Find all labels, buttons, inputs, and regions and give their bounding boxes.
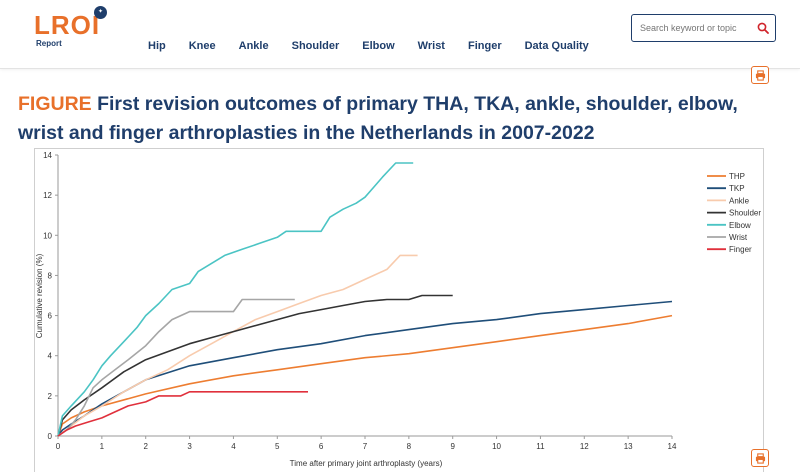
search-icon[interactable] [757,22,769,34]
series-line-wrist [57,298,295,437]
print-icon [755,452,765,464]
logo-badge-icon: ✦ [94,6,107,19]
figure-title-text: First revision outcomes of primary THA, … [18,93,738,144]
y-tick-label: 12 [43,191,52,200]
x-tick-label: 2 [143,442,148,451]
legend-label-elbow: Elbow [729,221,751,230]
search-box [631,14,776,42]
print-button-top[interactable] [751,66,769,84]
y-tick-label: 14 [43,151,52,160]
x-tick-label: 9 [450,442,455,451]
chart-series [57,162,673,437]
y-tick-label: 0 [48,432,53,441]
x-tick-label: 4 [231,442,236,451]
x-tick-label: 1 [100,442,105,451]
nav-item-shoulder[interactable]: Shoulder [291,40,340,52]
x-tick-label: 11 [536,442,545,451]
legend-label-tkp: TKP [729,184,745,193]
legend-label-shoulder: Shoulder [729,209,761,218]
lroi-logo[interactable]: LROI ✦ Report [34,6,114,56]
x-tick-label: 0 [56,442,61,451]
series-line-tkp [57,300,673,437]
figure-title: FIGURE First revision outcomes of primar… [18,90,788,148]
series-line-shoulder [57,294,453,437]
x-tick-label: 12 [580,442,589,451]
nav-item-hip[interactable]: Hip [148,40,166,52]
y-tick-label: 4 [48,352,53,361]
x-tick-label: 10 [492,442,501,451]
logo-text: LROI [34,10,101,40]
top-navbar: LROI ✦ Report Hip Knee Ankle Shoulder El… [0,0,800,69]
nav-item-wrist[interactable]: Wrist [417,40,445,52]
legend-label-thp: THP [729,172,745,181]
print-icon [755,69,765,81]
x-tick-label: 3 [187,442,192,451]
series-line-elbow [57,162,414,437]
figure-keyword: FIGURE [18,93,92,115]
legend-label-ankle: Ankle [729,196,750,205]
legend-label-finger: Finger [729,245,752,254]
y-tick-label: 6 [48,312,53,321]
nav-item-elbow[interactable]: Elbow [362,40,395,52]
logo-subtitle: Report [36,39,62,48]
series-line-thp [57,314,673,437]
nav-item-ankle[interactable]: Ankle [238,40,269,52]
nav-item-knee[interactable]: Knee [188,40,216,52]
y-tick-label: 2 [48,392,53,401]
series-line-ankle [57,254,418,437]
nav-item-finger[interactable]: Finger [467,40,502,52]
chart-frame [34,148,764,472]
y-tick-label: 10 [43,231,52,240]
x-tick-label: 14 [668,442,677,451]
series-line-finger [57,390,308,437]
y-axis-label: Cumulative revision (%) [35,253,44,338]
x-tick-label: 5 [275,442,280,451]
x-tick-label: 7 [363,442,368,451]
nav-item-data-quality[interactable]: Data Quality [524,40,589,52]
print-button-bottom[interactable] [751,449,769,467]
main-nav: Hip Knee Ankle Shoulder Elbow Wrist Fing… [148,40,612,56]
y-tick-label: 8 [48,271,53,280]
chart-legend: THP TKP Ankle Shoulder Elbow Wrist Finger [707,172,761,254]
x-axis-label: Time after primary joint arthroplasty (y… [290,459,443,468]
search-input[interactable] [640,21,755,35]
legend-label-wrist: Wrist [729,233,748,242]
x-tick-label: 6 [319,442,324,451]
x-tick-label: 8 [407,442,412,451]
x-tick-label: 13 [624,442,633,451]
